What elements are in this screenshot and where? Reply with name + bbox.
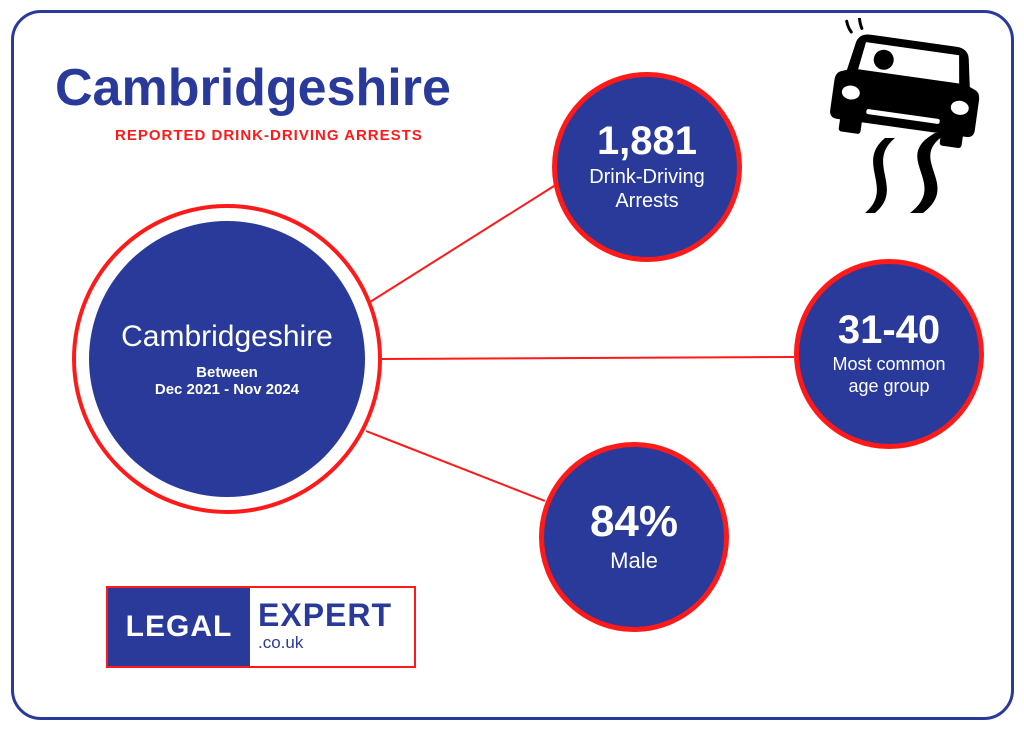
- main-circle: Cambridgeshire Between Dec 2021 - Nov 20…: [89, 221, 365, 497]
- stat-label: Drink-DrivingArrests: [589, 165, 705, 213]
- report-subtitle: REPORTED DRINK-DRIVING ARRESTS: [115, 127, 423, 144]
- logo-expert-text: EXPERT: [258, 599, 392, 631]
- logo-right-panel: EXPERT .co.uk: [250, 599, 392, 655]
- stat-circle-male: 84% Male: [539, 442, 729, 632]
- stat-label: Most commonage group: [832, 354, 945, 397]
- logo-domain-text: .co.uk: [258, 631, 392, 655]
- main-circle-between-label: Between: [196, 364, 258, 381]
- stat-label: Male: [610, 548, 658, 574]
- stat-value: 31-40: [838, 310, 940, 350]
- region-title: Cambridgeshire: [55, 58, 451, 118]
- car-skid-icon: [790, 18, 1000, 218]
- main-circle-date-range: Dec 2021 - Nov 2024: [155, 381, 299, 398]
- stat-value: 1,881: [597, 121, 697, 161]
- legal-expert-logo: LEGAL EXPERT .co.uk: [106, 586, 416, 668]
- stat-value: 84%: [590, 500, 678, 544]
- logo-left-panel: LEGAL: [108, 588, 250, 666]
- infographic-canvas: Cambridgeshire REPORTED DRINK-DRIVING AR…: [0, 0, 1024, 729]
- stat-circle-arrests: 1,881Drink-DrivingArrests: [552, 72, 742, 262]
- stat-circle-age-group: 31-40Most commonage group: [794, 259, 984, 449]
- main-circle-region: Cambridgeshire: [121, 320, 333, 354]
